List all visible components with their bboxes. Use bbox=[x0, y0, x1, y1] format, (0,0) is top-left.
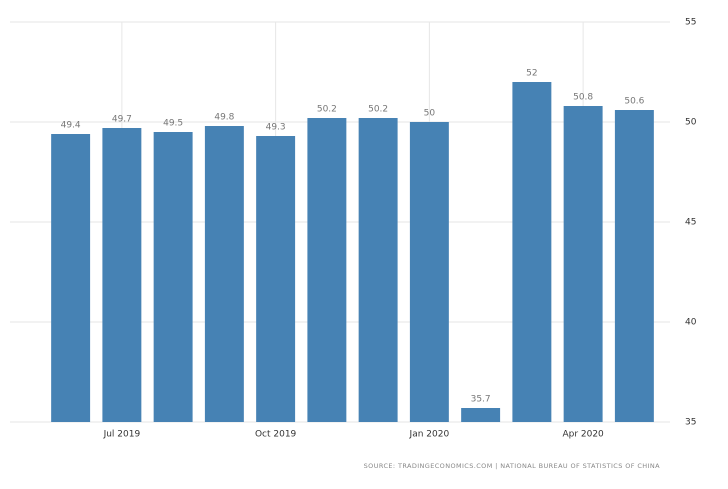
value-label: 49.5 bbox=[163, 119, 183, 129]
value-label: 49.7 bbox=[112, 115, 132, 125]
value-label: 50.8 bbox=[573, 93, 593, 103]
value-label: 49.4 bbox=[61, 121, 81, 131]
source: SOURCE: TRADINGECONOMICS.COM | NATIONAL … bbox=[364, 462, 660, 470]
x-tick-label: Apr 2020 bbox=[562, 430, 604, 440]
bar bbox=[409, 122, 449, 422]
y-tick-label: 35 bbox=[685, 418, 696, 428]
bar bbox=[563, 106, 603, 422]
bar bbox=[153, 132, 193, 422]
bar bbox=[614, 110, 654, 422]
y-tick-label: 55 bbox=[685, 18, 696, 28]
bar bbox=[512, 82, 552, 422]
bar bbox=[51, 134, 91, 422]
bar bbox=[102, 128, 142, 422]
x-tick-label: Jan 2020 bbox=[409, 430, 450, 440]
value-label: 50 bbox=[424, 109, 436, 119]
value-label: 50.2 bbox=[368, 105, 388, 115]
value-label: 50.2 bbox=[317, 105, 337, 115]
x-tick-label: Oct 2019 bbox=[255, 430, 297, 440]
bar bbox=[461, 408, 501, 422]
bar bbox=[307, 118, 347, 422]
y-tick-label: 40 bbox=[685, 318, 697, 328]
value-label: 49.3 bbox=[266, 123, 286, 133]
x-tick-label: Jul 2019 bbox=[103, 430, 141, 440]
value-label: 50.6 bbox=[624, 97, 644, 107]
y-tick-label: 45 bbox=[685, 218, 696, 228]
bar bbox=[358, 118, 398, 422]
value-label: 52 bbox=[526, 69, 537, 79]
bar bbox=[204, 126, 244, 422]
bar bbox=[256, 136, 296, 422]
value-label: 49.8 bbox=[214, 113, 234, 123]
y-tick-label: 50 bbox=[685, 118, 697, 128]
value-label: 35.7 bbox=[471, 395, 491, 405]
